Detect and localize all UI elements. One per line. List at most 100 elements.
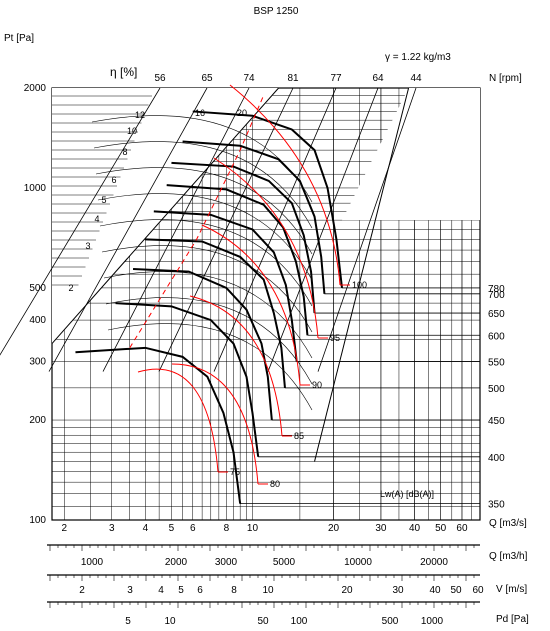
- q-m3h-tick-label: 2000: [165, 557, 188, 568]
- sound-level-label: 90: [312, 380, 322, 390]
- fan-curve-350: [75, 346, 242, 504]
- sound-label: Lw(A) [dB(A)]: [380, 489, 434, 499]
- power-curve: [95, 167, 313, 255]
- power-curve: [97, 193, 313, 281]
- efficiency-line: [48, 87, 208, 372]
- pd-tick-label: 50: [257, 616, 269, 627]
- efficiency-value-label: 77: [330, 73, 342, 84]
- rpm-value-label: 650: [488, 309, 505, 320]
- x-tick-label: 30: [375, 523, 387, 534]
- power-curve: [93, 141, 313, 229]
- fan-curve-550: [153, 210, 298, 362]
- x-tick-label: 60: [456, 523, 468, 534]
- x-tick-label: 2: [62, 523, 68, 534]
- power-value-label: 16: [195, 108, 205, 118]
- chart-title: BSP 1250: [254, 6, 299, 17]
- density-label: γ = 1.22 kg/m3: [385, 52, 451, 63]
- rpm-value-label: 700: [488, 290, 505, 301]
- power-value-label: 12: [135, 110, 145, 120]
- y-tick-label: 2000: [24, 83, 47, 94]
- y-tick-label: 300: [29, 357, 46, 368]
- velocity-tick-label: 4: [158, 585, 164, 596]
- efficiency-line: [0, 87, 161, 356]
- fan-curve-650: [171, 161, 316, 314]
- velocity-tick-label: 8: [231, 585, 237, 596]
- rpm-value-label: 400: [488, 453, 505, 464]
- power-value-label: 20: [237, 108, 247, 118]
- power-curve: [103, 271, 313, 359]
- sound-curve: [201, 224, 301, 386]
- diagonal-boundary: [51, 87, 279, 344]
- q-m3h-tick-label: 10000: [344, 557, 372, 568]
- y-tick-label: 400: [29, 315, 46, 326]
- y-tick-label: 100: [29, 515, 46, 526]
- sound-level-label: 80: [270, 479, 280, 489]
- efficiency-value-label: 74: [243, 73, 255, 84]
- pd-tick-label: 100: [291, 616, 308, 627]
- x-tick-label: 4: [143, 523, 149, 534]
- power-value-label: 5: [101, 195, 106, 205]
- rpm-value-label: 550: [488, 358, 505, 369]
- x-tick-label: 40: [409, 523, 421, 534]
- sound-level-label: 100: [352, 280, 367, 290]
- velocity-tick-label: 6: [197, 585, 203, 596]
- rpm-value-label: 500: [488, 384, 505, 395]
- power-value-label: 2: [68, 283, 73, 293]
- velocity-tick-label: 50: [450, 585, 462, 596]
- y-tick-label: 1000: [24, 183, 47, 194]
- y-axis-label: Pt [Pa]: [4, 33, 34, 44]
- q-m3h-label: Q [m3/h]: [489, 551, 528, 562]
- rpm-value-label: 350: [488, 500, 505, 511]
- velocity-tick-label: 3: [127, 585, 133, 596]
- power-curve: [101, 245, 313, 333]
- fan-curve-400: [115, 302, 260, 457]
- velocity-label: V [m/s]: [496, 584, 527, 595]
- sound-curve: [171, 363, 259, 485]
- power-value-label: 6: [111, 175, 116, 185]
- efficiency-line: [213, 87, 337, 372]
- velocity-tick-label: 30: [392, 585, 404, 596]
- pd-tick-label: 1000: [421, 616, 444, 627]
- x-tick-label: 8: [224, 523, 230, 534]
- power-value-label: 4: [94, 214, 99, 224]
- rpm-value-label: 600: [488, 331, 505, 342]
- velocity-tick-label: 60: [472, 585, 484, 596]
- fan-curve-500: [145, 238, 286, 388]
- pd-tick-label: 10: [164, 616, 176, 627]
- max-efficiency-line: [129, 95, 265, 349]
- q-m3h-tick-label: 3000: [215, 557, 238, 568]
- upper-right-mask: [341, 88, 480, 221]
- sound-curve: [189, 295, 283, 437]
- velocity-tick-label: 2: [79, 585, 85, 596]
- velocity-tick-label: 20: [341, 585, 353, 596]
- power-value-label: 8: [122, 147, 127, 157]
- q-m3h-tick-label: 1000: [81, 557, 104, 568]
- velocity-tick-label: 10: [262, 585, 274, 596]
- pd-label: Pd [Pa]: [496, 614, 529, 625]
- power-value-label: 3: [85, 241, 90, 251]
- sound-curve: [137, 368, 219, 473]
- efficiency-value-label: 56: [154, 73, 166, 84]
- pd-tick-label: 500: [382, 616, 399, 627]
- fan-curve-780: [192, 110, 343, 289]
- sound-curve: [213, 157, 319, 339]
- x-axis-label: Q [m3/s]: [489, 518, 527, 529]
- x-tick-label: 5: [169, 523, 175, 534]
- x-tick-label: 6: [190, 523, 196, 534]
- sound-level-label: 75: [230, 467, 240, 477]
- sound-level-label: 95: [330, 333, 340, 343]
- power-curve: [99, 219, 313, 307]
- fan-curve-450: [132, 268, 273, 421]
- power-curve: [107, 323, 313, 411]
- velocity-tick-label: 5: [178, 585, 184, 596]
- x-tick-label: 20: [328, 523, 340, 534]
- y-tick-label: 200: [29, 415, 46, 426]
- efficiency-line: [102, 87, 250, 372]
- power-curve: [105, 297, 313, 385]
- efficiency-label: η [%]: [110, 65, 137, 79]
- sound-level-label: 85: [294, 431, 304, 441]
- rpm-value-label: 450: [488, 416, 505, 427]
- efficiency-line: [317, 87, 417, 372]
